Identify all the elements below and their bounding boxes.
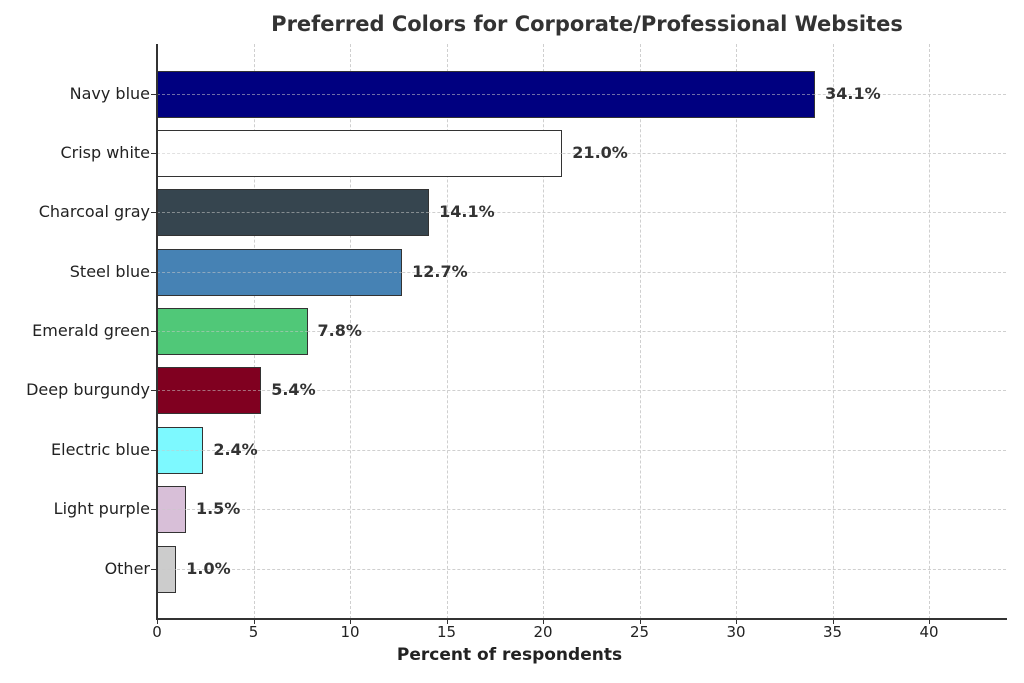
y-tick-label: Emerald green <box>32 321 150 340</box>
y-tick <box>151 153 156 154</box>
x-tick-label: 35 <box>822 623 843 641</box>
bar-value-label: 1.0% <box>186 559 231 578</box>
x-tick-label: 10 <box>340 623 360 641</box>
bar-value-label: 7.8% <box>317 321 362 340</box>
horizontal-gridline <box>157 153 1006 154</box>
bar-value-label: 21.0% <box>572 143 628 162</box>
x-tick-label: 15 <box>436 623 457 641</box>
x-tick <box>832 619 834 624</box>
horizontal-gridline <box>157 450 1006 451</box>
y-tick-label: Other <box>104 559 150 578</box>
x-tick <box>736 619 737 624</box>
bar-value-label: 2.4% <box>213 440 258 459</box>
bar-gridline-overlay <box>157 390 262 391</box>
x-tick-label: 25 <box>629 623 650 641</box>
bar-gridline-overlay <box>157 212 430 213</box>
y-tick-label: Steel blue <box>69 262 150 281</box>
bar-value-label: 34.1% <box>825 84 881 103</box>
x-tick <box>446 619 448 624</box>
y-tick-label: Light purple <box>53 499 150 518</box>
y-tick <box>151 390 156 391</box>
x-tick-label: 20 <box>533 623 553 641</box>
x-tick <box>639 619 641 624</box>
horizontal-gridline <box>157 331 1006 332</box>
x-tick-label: 30 <box>726 623 746 641</box>
x-tick <box>350 619 351 624</box>
bar-value-label: 5.4% <box>271 380 316 399</box>
bar-gridline-overlay <box>157 569 177 570</box>
bar-gridline-overlay <box>157 450 204 451</box>
y-tick-label: Deep burgundy <box>26 380 150 399</box>
bar-value-label: 14.1% <box>439 202 495 221</box>
y-tick <box>151 509 156 510</box>
horizontal-gridline <box>157 569 1006 570</box>
y-tick-label: Navy blue <box>69 84 150 103</box>
y-tick <box>151 212 156 213</box>
y-tick <box>151 94 156 95</box>
bar-value-label: 12.7% <box>412 262 468 281</box>
x-tick <box>253 619 255 624</box>
x-axis-label: Percent of respondents <box>396 645 623 665</box>
y-tick <box>151 569 156 570</box>
y-tick-label: Charcoal gray <box>38 202 150 221</box>
bar-value-label: 1.5% <box>195 499 241 518</box>
horizontal-gridline <box>157 212 1006 213</box>
plot-area: 34.1% 21.0% 14.1% 12.7% 7.8% 5.4% 2.4% 1.5% 1.0% <box>157 44 1006 619</box>
y-tick-label: Crisp white <box>60 143 150 162</box>
bar-gridline-overlay <box>157 331 308 332</box>
x-tick <box>543 619 544 624</box>
chart-title: Preferred Colors for Corporate/Professio… <box>271 12 903 36</box>
horizontal-gridline <box>157 272 1006 273</box>
horizontal-gridline <box>157 390 1006 391</box>
bar-gridline-overlay <box>157 509 186 510</box>
y-tick <box>151 450 156 451</box>
x-tick <box>929 619 930 624</box>
bar-gridline-overlay <box>157 94 816 95</box>
y-tick <box>151 331 156 332</box>
x-axis-line <box>156 618 1007 620</box>
x-tick-label: 40 <box>919 623 939 641</box>
bar-gridline-overlay <box>157 272 403 273</box>
x-tick-label: 5 <box>248 623 259 641</box>
y-axis-line <box>156 44 158 620</box>
horizontal-gridline <box>157 509 1006 510</box>
x-tick-label: 0 <box>152 623 162 641</box>
x-tick <box>157 619 158 624</box>
y-tick <box>151 272 156 273</box>
y-tick-label: Electric blue <box>51 440 150 459</box>
bar-gridline-overlay <box>157 153 563 154</box>
